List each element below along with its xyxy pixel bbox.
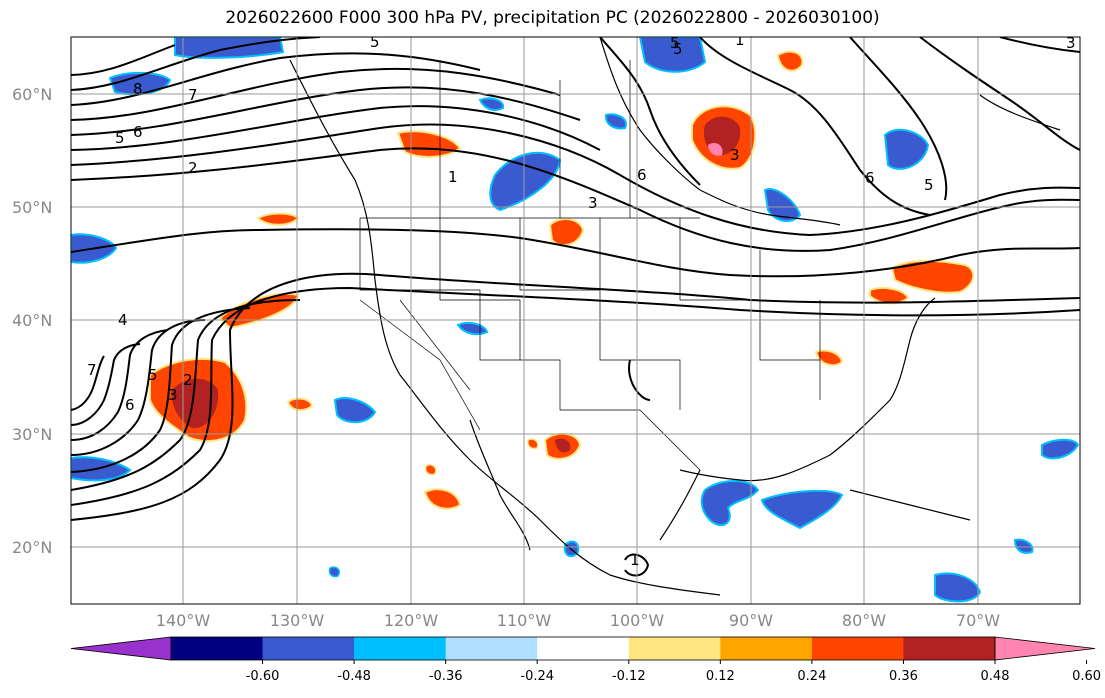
lon-label-90w: 90°W: [729, 611, 773, 630]
colorbar-tick-label: -0.36: [429, 669, 463, 684]
lon-label-110w: 110°W: [497, 611, 552, 630]
contour-label: 8: [133, 80, 143, 98]
colorbar-segment: [537, 637, 630, 660]
pv-contours: [71, 37, 1080, 577]
precip-negative-areas: [71, 37, 1080, 603]
colorbar-tick-label: 0.12: [706, 669, 735, 684]
political-borders: [359, 60, 821, 471]
colorbar-segment: [445, 637, 538, 660]
contour-label: 6: [125, 396, 135, 414]
lon-label-100w: 100°W: [610, 611, 665, 630]
latitude-labels: 60°N 50°N 40°N 30°N 20°N: [12, 85, 52, 557]
colorbar-frame: [170, 636, 996, 661]
contour-label: 5: [115, 129, 125, 147]
map-title: 2026022600 F000 300 hPa PV, precipitatio…: [225, 8, 880, 28]
colorbar-segment: [262, 637, 355, 660]
contour-label: 3: [168, 386, 178, 404]
contour-label: 5: [148, 366, 158, 384]
contour-label: 4: [118, 311, 128, 329]
contour-label: 3: [730, 146, 740, 164]
map-frame: [70, 36, 1081, 605]
lat-label-40: 40°N: [12, 311, 52, 330]
colorbar-tick-label: -0.48: [337, 669, 371, 684]
contour-label: 3: [588, 194, 598, 212]
colorbar-segment: [354, 637, 447, 660]
colorbar-segment: [628, 637, 721, 660]
colorbar-tick-label: 0.60: [1072, 669, 1101, 684]
colorbar-segment: [171, 637, 264, 660]
colorbar-segment: [720, 637, 813, 660]
lat-label-50: 50°N: [12, 198, 52, 217]
lon-label-130w: 130°W: [270, 611, 325, 630]
colorbar-tick-label: -0.60: [246, 669, 280, 684]
longitude-labels: 140°W 130°W 120°W 110°W 100°W 90°W 80°W …: [156, 611, 1000, 630]
contour-label: 7: [188, 86, 198, 104]
precip-positive-areas: [149, 50, 975, 510]
colorbar-segment: [811, 637, 904, 660]
graticule: [71, 37, 1080, 604]
contour-label: 6: [133, 123, 143, 141]
contour-label: 2: [183, 371, 193, 389]
contour-label: 1: [448, 168, 458, 186]
colorbar-tick-label: 0.24: [797, 669, 826, 684]
contour-label: 5: [673, 40, 683, 58]
contour-label: 6: [637, 166, 647, 184]
colorbar-extend-min: [70, 636, 172, 661]
coastlines: [289, 37, 1061, 596]
lon-label-70w: 70°W: [956, 611, 1000, 630]
contour-labels: 8 7 5 6 5 2 1 3 5 1 6 5 3 4 7 5 6 3 2 1 …: [87, 31, 1076, 569]
lon-label-140w: 140°W: [156, 611, 211, 630]
lon-label-80w: 80°W: [842, 611, 886, 630]
colorbar-tick-label: 0.36: [889, 669, 918, 684]
colorbar-tick-label: -0.24: [520, 669, 554, 684]
contour-label: 5: [670, 34, 680, 52]
lat-label-30: 30°N: [12, 425, 52, 444]
contour-label: 5: [924, 176, 934, 194]
contour-label: 1: [735, 31, 745, 49]
colorbar-segment: [903, 637, 996, 660]
colorbar-extend-max: [994, 636, 1096, 661]
lat-label-20: 20°N: [12, 538, 52, 557]
contour-label: 6: [865, 169, 875, 187]
lon-label-120w: 120°W: [384, 611, 439, 630]
contour-label: 3: [1066, 34, 1076, 52]
contour-label: 5: [370, 33, 380, 51]
contour-label: 1: [630, 551, 640, 569]
contour-label: 2: [188, 159, 198, 177]
colorbar: -0.60 -0.48 -0.36 -0.24 -0.12 0.12 0.24 0.36 0.4…: [70, 636, 1101, 684]
colorbar-tick-label: 0.48: [981, 669, 1010, 684]
lat-label-60: 60°N: [12, 85, 52, 104]
contour-label: 7: [87, 361, 97, 379]
colorbar-tick-label: -0.12: [612, 669, 646, 684]
